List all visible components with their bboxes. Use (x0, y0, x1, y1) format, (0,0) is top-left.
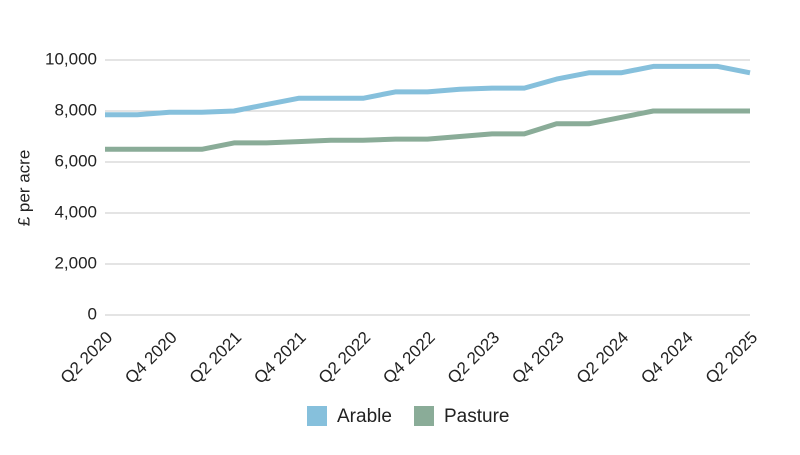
series-lines (105, 63, 751, 152)
x-tick-label: Q4 2020 (121, 328, 181, 388)
x-tick-label: Q2 2024 (573, 328, 633, 388)
legend-swatch-arable (307, 406, 327, 426)
legend-swatch-pasture (414, 406, 434, 426)
x-tick-label: Q2 2021 (186, 328, 246, 388)
gridlines (105, 59, 750, 316)
y-axis-ticks: 0 2,000 4,000 6,000 8,000 10,000 (45, 49, 97, 323)
y-axis-label: £ per acre (14, 150, 33, 227)
y-tick-label: 0 (88, 304, 97, 323)
series-line-pasture (105, 108, 750, 152)
y-tick-label: 4,000 (54, 202, 97, 221)
x-axis-ticks: Q2 2020 Q4 2020 Q2 2021 Q4 2021 Q2 2022 Q4 20… (57, 328, 762, 388)
x-tick-label: Q2 2025 (702, 328, 762, 388)
series-line-arable (105, 63, 751, 118)
x-tick-label: Q2 2022 (315, 328, 375, 388)
y-tick-label: 2,000 (54, 253, 97, 272)
x-tick-label: Q4 2023 (508, 328, 568, 388)
y-tick-label: 10,000 (45, 49, 97, 68)
y-tick-label: 8,000 (54, 100, 97, 119)
x-tick-label: Q4 2021 (250, 328, 310, 388)
x-tick-label: Q2 2023 (444, 328, 504, 388)
legend-label: Pasture (444, 406, 509, 427)
x-tick-label: Q4 2024 (637, 328, 697, 388)
x-tick-label: Q2 2020 (57, 328, 117, 388)
legend-label: Arable (337, 406, 392, 427)
x-tick-label: Q4 2022 (379, 328, 439, 388)
legend: Arable Pasture (307, 406, 509, 427)
y-tick-label: 6,000 (54, 151, 97, 170)
